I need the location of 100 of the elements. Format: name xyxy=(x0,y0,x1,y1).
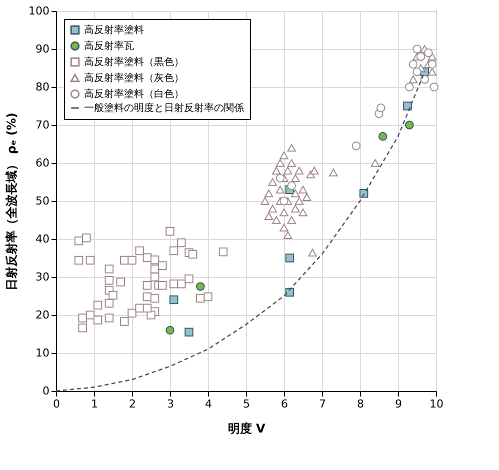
point xyxy=(86,310,95,320)
point xyxy=(294,166,304,174)
point xyxy=(74,256,84,265)
point xyxy=(104,264,114,274)
point xyxy=(408,60,418,69)
point xyxy=(378,132,388,141)
point xyxy=(142,253,152,262)
point xyxy=(166,326,174,335)
x-tick-label: 8 xyxy=(357,398,364,410)
point xyxy=(287,159,296,167)
point xyxy=(412,44,422,54)
point xyxy=(166,227,174,236)
legend-label: 高反射率塗料（黒色） xyxy=(84,56,184,68)
point xyxy=(302,193,312,202)
x-tick-label: 10 xyxy=(430,398,444,410)
point xyxy=(430,82,438,92)
legend-label: 高反射率瓦 xyxy=(84,40,134,52)
point xyxy=(276,186,285,194)
point xyxy=(272,216,281,224)
y-tick-label: 80 xyxy=(36,80,50,94)
x-axis-title: 明度 V xyxy=(228,422,266,436)
point xyxy=(403,102,412,110)
point xyxy=(405,82,414,92)
y-tick-label: 20 xyxy=(36,308,50,322)
point xyxy=(264,212,274,220)
point xyxy=(428,68,437,76)
point xyxy=(188,250,198,259)
point xyxy=(291,190,300,198)
y-tick-label: 70 xyxy=(36,118,50,132)
point xyxy=(276,159,285,167)
point xyxy=(268,204,277,212)
point xyxy=(352,142,361,150)
point xyxy=(276,174,285,183)
point xyxy=(169,246,178,256)
point xyxy=(142,304,152,313)
legend-label: 高反射率塗料（灰色） xyxy=(84,72,184,84)
y-tick-label: 10 xyxy=(36,346,50,360)
point xyxy=(108,290,118,300)
point xyxy=(412,67,422,76)
point xyxy=(204,292,212,302)
point xyxy=(93,316,102,324)
legend-label: 高反射率塗料（白色） xyxy=(84,88,184,100)
point xyxy=(308,248,317,257)
y-tick-label: 90 xyxy=(36,42,50,56)
point xyxy=(78,324,87,332)
point xyxy=(120,317,129,326)
point xyxy=(298,186,308,194)
point xyxy=(280,208,288,216)
point xyxy=(264,190,274,198)
x-tick-label: 3 xyxy=(167,398,174,410)
point xyxy=(177,279,186,288)
y-tick-label: 50 xyxy=(36,194,50,208)
x-tick-label: 6 xyxy=(281,398,288,410)
point xyxy=(283,166,292,174)
x-tick-label: 2 xyxy=(129,398,136,410)
point xyxy=(86,256,95,265)
point xyxy=(298,208,308,216)
y-tick-label: 40 xyxy=(36,232,50,246)
y-axis-title: 日射反射率（全波長域） ρₑ (%) xyxy=(4,112,19,290)
point xyxy=(408,76,418,84)
point xyxy=(93,300,102,310)
point xyxy=(218,248,228,256)
point xyxy=(280,224,288,232)
y-tick-label: 30 xyxy=(36,270,50,284)
point xyxy=(150,272,160,282)
point xyxy=(416,52,426,61)
point xyxy=(78,314,87,322)
point xyxy=(128,308,136,318)
point xyxy=(142,280,152,290)
point xyxy=(104,276,114,285)
point xyxy=(283,231,292,240)
point xyxy=(280,152,288,160)
point xyxy=(260,197,270,205)
point xyxy=(285,254,294,262)
point xyxy=(104,314,114,322)
point xyxy=(184,328,194,336)
point xyxy=(177,238,186,248)
point xyxy=(82,233,91,242)
point xyxy=(294,197,304,205)
point xyxy=(280,196,288,206)
point xyxy=(370,159,380,167)
point xyxy=(405,120,414,130)
x-tick-label: 7 xyxy=(319,398,326,410)
point xyxy=(310,166,319,174)
x-tick-label: 1 xyxy=(91,398,98,410)
point xyxy=(158,261,167,270)
point xyxy=(287,144,296,152)
point xyxy=(291,174,300,182)
point xyxy=(376,104,386,112)
point xyxy=(428,60,437,69)
point xyxy=(184,274,194,284)
point xyxy=(116,278,125,286)
y-tick-label: 0 xyxy=(42,384,50,398)
y-tick-label: 60 xyxy=(36,156,50,170)
point xyxy=(272,166,281,174)
point xyxy=(424,48,433,58)
point xyxy=(104,298,114,308)
point xyxy=(169,295,178,304)
y-tick-label: 100 xyxy=(28,4,50,18)
point xyxy=(150,256,160,264)
